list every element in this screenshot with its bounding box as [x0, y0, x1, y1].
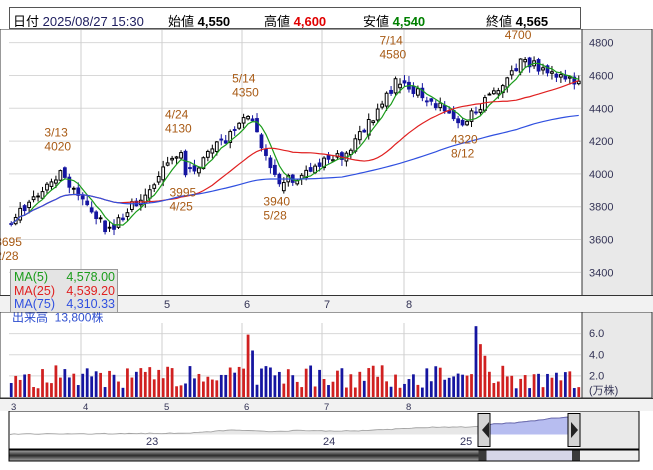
svg-text:3940: 3940 — [263, 195, 290, 209]
svg-text:3995: 3995 — [170, 186, 197, 200]
svg-text:2/28: 2/28 — [0, 249, 19, 263]
svg-text:7: 7 — [324, 299, 330, 311]
svg-text:6: 6 — [244, 299, 250, 311]
svg-text:8/12: 8/12 — [451, 146, 475, 160]
svg-text:(万株): (万株) — [589, 383, 618, 397]
svg-text:5/28: 5/28 — [263, 209, 287, 223]
svg-text:6.0: 6.0 — [589, 328, 604, 340]
svg-text:3600: 3600 — [589, 235, 613, 247]
svg-text:7/14: 7/14 — [380, 34, 404, 48]
svg-text:5: 5 — [164, 299, 170, 311]
svg-text:4700: 4700 — [505, 29, 532, 42]
svg-text:4/25: 4/25 — [170, 200, 194, 214]
svg-text:出来高 13,800株: 出来高 13,800株 — [12, 312, 103, 325]
svg-text:4000: 4000 — [589, 169, 613, 181]
svg-text:5/14: 5/14 — [232, 72, 256, 86]
svg-text:3/13: 3/13 — [44, 126, 68, 140]
svg-text:4350: 4350 — [232, 86, 259, 100]
svg-text:3400: 3400 — [589, 267, 613, 279]
svg-text:3695: 3695 — [0, 235, 22, 249]
svg-text:4400: 4400 — [589, 103, 613, 115]
svg-text:4580: 4580 — [380, 48, 407, 62]
svg-text:4600: 4600 — [589, 70, 613, 82]
svg-text:23: 23 — [146, 436, 158, 448]
svg-text:4200: 4200 — [589, 136, 613, 148]
svg-text:4.0: 4.0 — [589, 350, 604, 362]
svg-text:4/24: 4/24 — [165, 108, 189, 122]
svg-text:25: 25 — [460, 436, 472, 448]
svg-text:4020: 4020 — [44, 140, 71, 154]
svg-text:8: 8 — [406, 299, 412, 311]
svg-text:2.0: 2.0 — [589, 371, 604, 383]
svg-text:24: 24 — [323, 436, 335, 448]
svg-text:4800: 4800 — [589, 38, 613, 50]
svg-text:4130: 4130 — [165, 122, 192, 136]
svg-text:4320: 4320 — [451, 132, 478, 146]
svg-text:3800: 3800 — [589, 202, 613, 214]
